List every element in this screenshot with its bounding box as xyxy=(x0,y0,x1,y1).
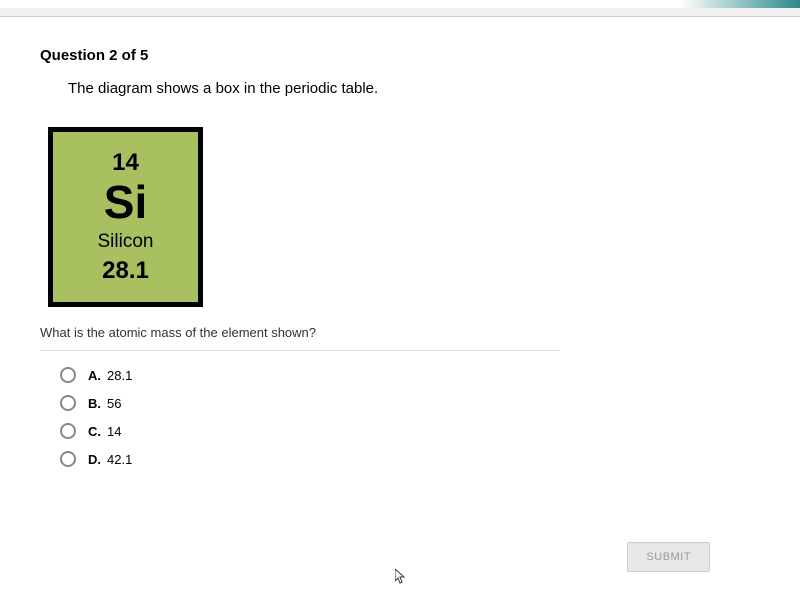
periodic-element-box: 14 Si Silicon 28.1 xyxy=(48,127,203,307)
element-symbol: Si xyxy=(104,179,147,225)
atomic-number: 14 xyxy=(112,149,139,177)
subquestion-text: What is the atomic mass of the element s… xyxy=(40,325,560,351)
quiz-page: Question 2 of 5 The diagram shows a box … xyxy=(0,16,800,616)
top-accent-bar xyxy=(0,0,800,8)
radio-icon xyxy=(60,451,76,467)
radio-icon xyxy=(60,423,76,439)
option-text: 42.1 xyxy=(107,452,132,467)
option-d[interactable]: D. 42.1 xyxy=(60,451,760,467)
submit-button[interactable]: SUBMIT xyxy=(627,542,710,572)
atomic-mass: 28.1 xyxy=(102,257,149,285)
radio-icon xyxy=(60,395,76,411)
option-letter: A. xyxy=(88,368,101,383)
option-b[interactable]: B. 56 xyxy=(60,395,760,411)
option-letter: C. xyxy=(88,424,101,439)
option-letter: D. xyxy=(88,452,101,467)
cursor-icon xyxy=(395,569,407,588)
option-text: 28.1 xyxy=(107,368,132,383)
option-text: 14 xyxy=(107,424,121,439)
option-letter: B. xyxy=(88,396,101,411)
element-name: Silicon xyxy=(98,231,154,253)
radio-icon xyxy=(60,367,76,383)
options-list: A. 28.1 B. 56 C. 14 D. 42.1 xyxy=(60,367,760,467)
question-header: Question 2 of 5 xyxy=(40,47,760,64)
question-prompt: The diagram shows a box in the periodic … xyxy=(68,80,760,97)
option-text: 56 xyxy=(107,396,121,411)
option-a[interactable]: A. 28.1 xyxy=(60,367,760,383)
option-c[interactable]: C. 14 xyxy=(60,423,760,439)
